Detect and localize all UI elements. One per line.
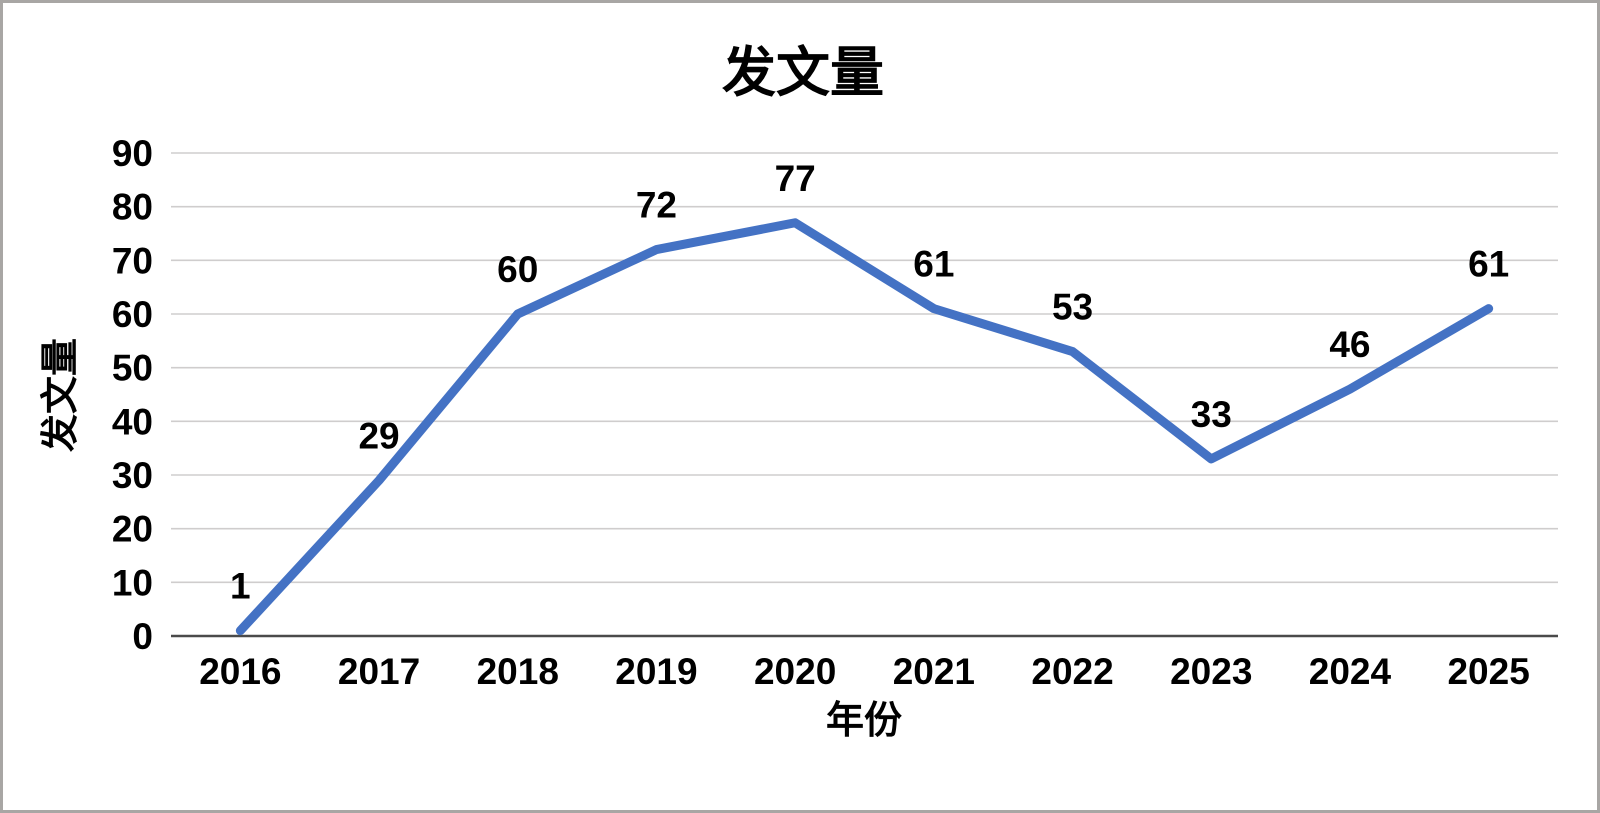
x-axis-title: 年份 [826, 697, 902, 742]
data-point-label: 72 [636, 185, 677, 226]
x-tick-label: 2019 [615, 651, 697, 692]
x-tick-label: 2016 [199, 651, 281, 692]
y-tick-label: 60 [112, 294, 153, 335]
y-tick-label: 80 [112, 187, 153, 228]
data-point-label: 60 [497, 249, 538, 290]
data-point-label: 61 [913, 244, 954, 285]
x-tick-label: 2017 [338, 651, 420, 692]
y-tick-label: 90 [112, 133, 153, 174]
axis-layer: 0 10 20 30 40 50 60 70 80 90 2016 2017 2018 2019 2020 2… [112, 133, 1558, 692]
data-point-label: 29 [358, 415, 399, 456]
data-point-label: 61 [1468, 244, 1509, 285]
x-tick-label: 2025 [1447, 651, 1529, 692]
y-tick-label: 20 [112, 509, 153, 550]
x-tick-label: 2020 [754, 651, 836, 692]
y-tick-label: 70 [112, 240, 153, 281]
line-chart: 发文量 0 10 20 30 40 50 60 70 80 90 2016 2017 2018 2019 2… [37, 40, 1558, 742]
x-tick-label: 2018 [477, 651, 559, 692]
chart-title: 发文量 [722, 40, 884, 104]
y-tick-label: 10 [112, 562, 153, 603]
series-layer [235, 218, 1494, 636]
x-tick-label: 2021 [893, 651, 975, 692]
y-tick-label: 50 [112, 348, 153, 389]
x-tick-label: 2023 [1170, 651, 1252, 692]
data-point-label: 33 [1191, 394, 1232, 435]
data-point-label: 53 [1052, 287, 1093, 328]
data-point-label: 1 [230, 566, 251, 607]
y-tick-label: 40 [112, 401, 153, 442]
data-point-label: 46 [1329, 324, 1370, 365]
series-line [235, 218, 1494, 636]
y-tick-label: 0 [132, 616, 153, 657]
y-axis-title: 发文量 [37, 338, 82, 452]
x-tick-label: 2024 [1309, 651, 1392, 692]
y-tick-label: 30 [112, 455, 153, 496]
x-tick-label: 2022 [1031, 651, 1113, 692]
data-labels-layer: 1 29 60 72 77 61 53 33 46 61 [230, 158, 1509, 607]
gridlines-layer [171, 152, 1558, 584]
data-point-label: 77 [775, 158, 816, 199]
